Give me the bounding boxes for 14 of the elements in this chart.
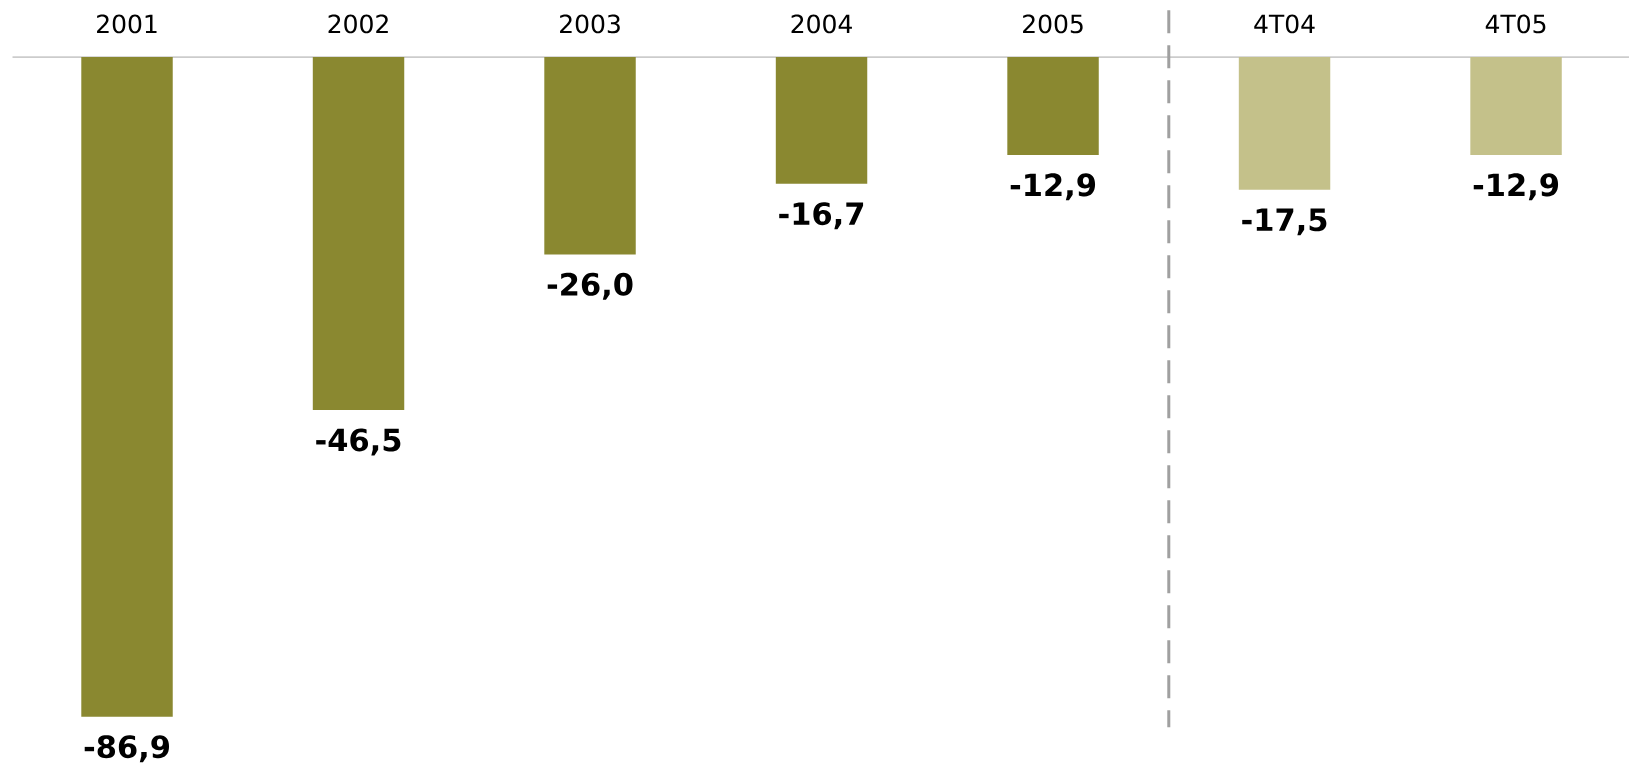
x-tick-label: 2001 bbox=[97, 14, 157, 34]
x-tick-label: 2004 bbox=[791, 14, 852, 34]
x-tick-label: 4T04 bbox=[1254, 14, 1315, 34]
x-tick-label: 2003 bbox=[560, 14, 620, 34]
data-label: -16,7 bbox=[779, 202, 864, 230]
data-label: -26,0 bbox=[547, 272, 633, 300]
data-label: -12,9 bbox=[1473, 173, 1559, 201]
x-tick-label: 4T05 bbox=[1485, 14, 1546, 34]
x-tick-label: 2002 bbox=[328, 14, 388, 34]
data-label: -46,5 bbox=[316, 428, 401, 456]
data-label: -86,9 bbox=[84, 735, 170, 763]
data-label: -17,5 bbox=[1242, 208, 1327, 236]
data-label: -12,9 bbox=[1010, 173, 1096, 201]
x-tick-label: 2005 bbox=[1023, 14, 1083, 34]
